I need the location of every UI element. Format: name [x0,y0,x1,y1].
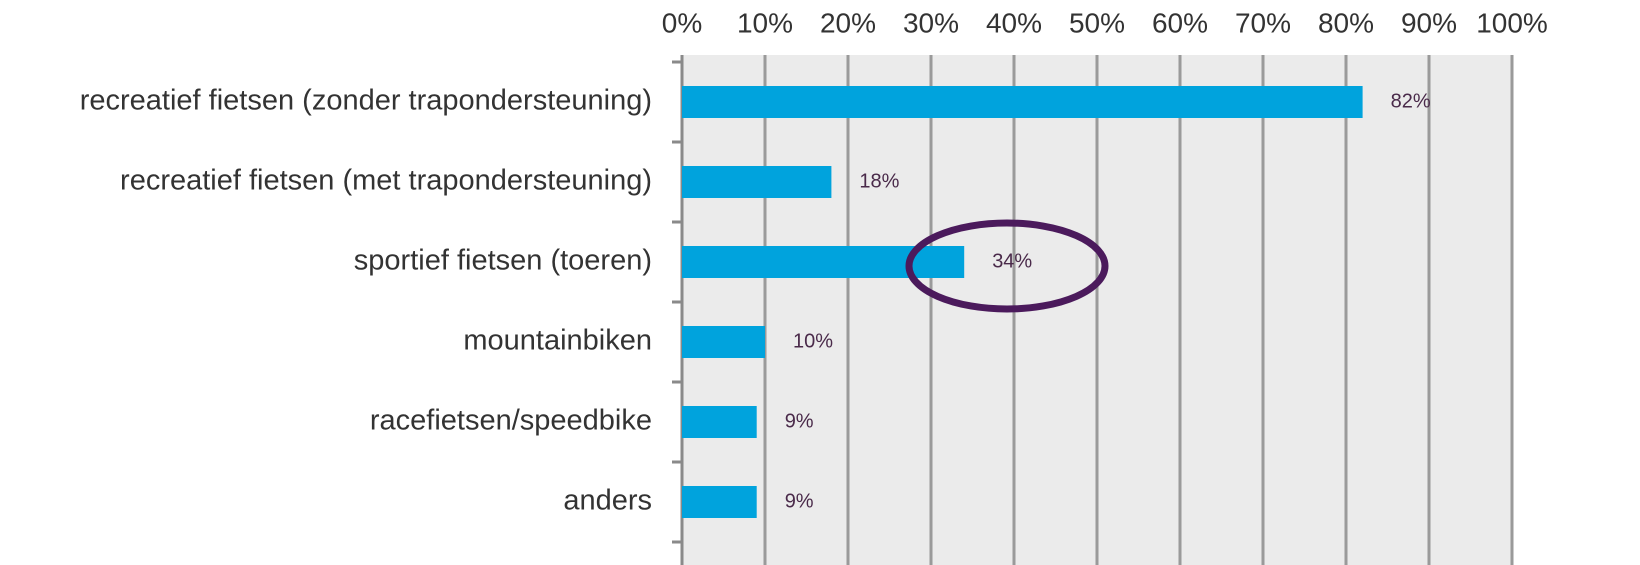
marks [682,86,1363,518]
bar [682,86,1363,118]
x-tick-label: 90% [1401,7,1457,38]
x-tick-label: 0% [662,7,702,38]
value-label: 18% [859,170,899,192]
category-label: anders [563,485,652,517]
bar [682,486,757,518]
x-tick-label: 60% [1152,7,1208,38]
x-tick-label: 80% [1318,7,1374,38]
value-label: 9% [785,410,814,432]
x-tick-label: 50% [1069,7,1125,38]
x-tick-label: 20% [820,7,876,38]
x-tick-label: 70% [1235,7,1291,38]
category-label: recreatief fietsen (met trapondersteunin… [120,165,652,197]
x-tick-label: 40% [986,7,1042,38]
category-label: mountainbiken [463,325,652,357]
value-label: 34% [992,250,1032,272]
bar [682,326,765,358]
x-tick-label: 100% [1476,7,1548,38]
grid [672,55,1514,565]
category-label: racefietsen/speedbike [370,405,652,437]
bar [682,406,757,438]
category-label: sportief fietsen (toeren) [354,245,652,277]
bar [682,166,832,198]
value-label: 10% [793,330,833,352]
highlight-ellipse [905,219,1109,313]
value-label: 82% [1391,90,1431,112]
bar [682,246,965,278]
x-tick-label: 30% [903,7,959,38]
x-tick-label: 10% [737,7,793,38]
value-label: 9% [785,490,814,512]
category-label: recreatief fietsen (zonder trapondersteu… [80,85,652,117]
